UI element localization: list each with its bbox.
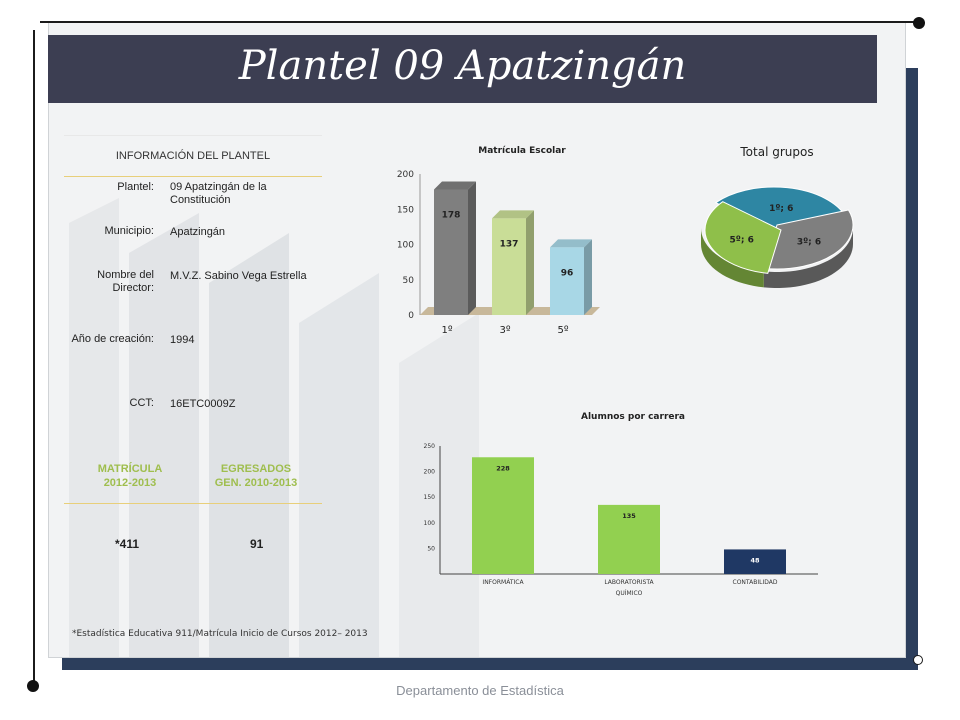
matricula-value: *411 [115,537,140,551]
x-tick-label: 1º [441,325,452,336]
egresados-heading: EGRESADOS GEN. 2010-2013 [214,463,298,489]
municipio-label: Municipio: [104,225,154,237]
bar-face [550,247,584,315]
chart-title: Alumnos por carrera [581,412,685,422]
cct-label: CCT: [129,397,154,409]
chart-title: Matrícula Escolar [478,146,566,156]
background-bars-art [69,198,479,657]
chart-title: Total grupos [739,145,813,159]
bar-side [584,239,592,315]
footnote: *Estadística Educativa 911/Matrícula Ini… [72,629,368,639]
page-title: Plantel 09 Apatzingán [238,43,687,89]
plantel-value: 09 Apatzingán de la Constitución [170,181,267,206]
bar-top [550,239,592,248]
anio-label: Año de creación: [71,333,154,345]
bar [724,549,786,574]
anio-value: 1994 [170,334,195,346]
y-tick-label: 100 [424,520,436,527]
pie-slice-label: 5º; 6 [730,235,754,245]
info-heading: INFORMACIÓN DEL PLANTEL [115,150,271,162]
x-tick-label: CONTABILIDAD [733,579,778,586]
x-tick-label: INFORMÁTICA [482,579,524,586]
cct-value: 16ETC0009Z [170,398,236,410]
bar-value-label: 137 [500,239,519,249]
footer-department: Departamento de Estadística [396,683,564,698]
bar-side [526,210,534,315]
bar-value-label: 135 [622,512,636,520]
info-heading-box: INFORMACIÓN DEL PLANTEL [64,135,322,177]
y-tick-label: 0 [408,311,414,321]
bar-value-label: 48 [750,556,760,564]
bar-value-label: 96 [561,268,574,278]
y-tick-label: 50 [403,276,415,286]
pie-slice-side [763,228,853,288]
matricula-heading: MATRÍCULA 2012-2013 [97,463,163,489]
pie-slice-label: 1º; 6 [769,204,793,214]
bar: 137 [492,210,534,315]
bar: 178 [434,181,476,315]
bar-face [434,189,468,315]
bar-value-label: 228 [496,464,510,472]
bar-face [492,218,526,315]
director-value: M.V.Z. Sabino Vega Estrella [170,270,307,282]
top-rule [40,21,917,23]
left-rule [33,30,35,686]
y-tick-label: 150 [424,494,436,501]
pie-slice-side [701,228,764,288]
bar-top [492,210,534,219]
y-tick-label: 250 [424,443,436,450]
director-label: Nombre del Director: [97,269,154,294]
egresados-value: 91 [250,537,264,551]
plantel-label: Plantel: [117,181,154,193]
stats-divider [64,503,322,504]
x-tick-label: QUÍMICO [616,590,643,597]
municipio-value: Apatzingán [170,226,226,238]
pie-slice [704,201,782,274]
x-tick-label: 5º [557,325,568,336]
x-tick-label: LABORATORISTA [604,579,654,586]
bar-top [434,181,476,190]
pie-slice-label: 3º; 6 [797,238,821,248]
content-frame [48,22,906,658]
corner-dot-bottom-right [913,655,923,665]
pie-slice [763,209,854,270]
corner-dot-top-right [913,17,925,29]
y-tick-label: 200 [424,469,436,476]
bar-side [468,181,476,315]
bar [598,504,660,574]
bar-value-label: 178 [442,211,461,221]
bar [472,457,534,574]
corner-dot-bottom-left [27,680,39,692]
page-header: Plantel 09 Apatzingán [48,35,877,103]
y-tick-label: 100 [397,241,414,251]
carrera-chart: Alumnos por carrera 50 100 150 200 250 228 INF… [424,412,818,597]
grupos-pie-chart: Total grupos 1º; 6 3º; 6 5º; 6 [701,145,854,288]
x-tick-label: 3º [499,325,510,336]
y-tick-label: 50 [427,545,435,552]
bar: 96 [550,239,592,315]
y-tick-label: 200 [397,170,414,180]
y-tick-label: 150 [397,205,414,215]
